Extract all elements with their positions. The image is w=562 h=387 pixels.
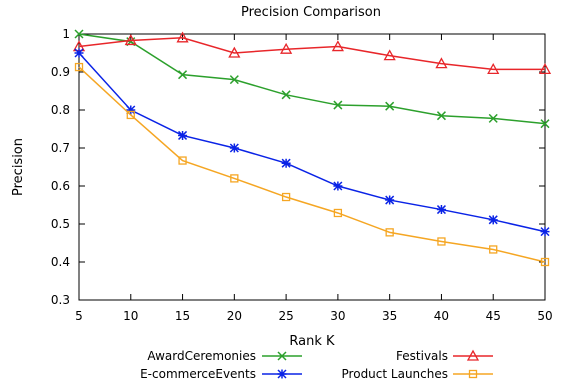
data-point: [385, 195, 395, 205]
x-tick-label: 30: [330, 309, 345, 323]
data-point: [333, 100, 343, 110]
x-tick-label: 25: [278, 309, 293, 323]
legend-item: Product Launches: [342, 367, 493, 381]
legend-marker: [277, 369, 287, 379]
data-point: [488, 113, 498, 123]
chart-title: Precision Comparison: [241, 5, 381, 20]
legend-item: Festivals: [396, 349, 493, 363]
series-line: [78, 52, 546, 233]
legend-label: AwardCeremonies: [147, 349, 256, 363]
data-point: [333, 208, 343, 218]
y-axis: 0.3 0.4 0.5 0.6 0.7 0.8 0.9 1: [51, 27, 545, 307]
data-point: [540, 119, 550, 129]
data-point: [229, 143, 239, 153]
y-tick-label: 0.5: [51, 217, 70, 231]
series-line: [78, 33, 546, 125]
data-point: [436, 111, 446, 121]
data-point: [333, 181, 343, 191]
y-tick-label: 1: [62, 27, 70, 41]
y-tick-label: 0.7: [51, 141, 70, 155]
data-point: [229, 75, 239, 85]
y-tick-label: 0.9: [51, 65, 70, 79]
x-tick-label: 5: [75, 309, 83, 323]
x-axis: 5 10 15 20 25 30 35 40 45 50: [75, 34, 553, 323]
data-point: [281, 90, 291, 100]
data-point: [126, 105, 136, 115]
data-point: [230, 174, 239, 183]
series-product-launches: [74, 62, 550, 267]
x-tick-label: 40: [434, 309, 449, 323]
data-point: [385, 101, 395, 111]
data-point: [331, 40, 344, 52]
data-point: [176, 31, 189, 43]
y-tick-label: 0.4: [51, 255, 70, 269]
series-e-commerceevents: [74, 48, 550, 237]
legend-label: Festivals: [396, 349, 448, 363]
plot-frame: [78, 33, 546, 301]
data-point: [540, 257, 550, 267]
series-layer: [72, 29, 552, 267]
data-point: [280, 42, 293, 54]
y-tick-label: 0.8: [51, 103, 70, 117]
data-point: [489, 245, 498, 254]
data-point: [178, 130, 188, 140]
series-festivals: [72, 31, 552, 74]
legend-marker: [277, 351, 287, 361]
y-tick-label: 0.6: [51, 179, 70, 193]
data-point: [124, 34, 137, 46]
data-point: [437, 237, 446, 246]
x-axis-title: Rank K: [289, 334, 335, 349]
data-point: [126, 110, 135, 120]
series-line: [78, 66, 546, 263]
y-tick-label: 0.3: [51, 293, 70, 307]
data-point: [178, 156, 187, 165]
data-point: [228, 46, 241, 58]
x-tick-label: 20: [227, 309, 242, 323]
x-tick-label: 35: [382, 309, 397, 323]
legend-label: E-commerceEvents: [140, 367, 256, 381]
legend-item: E-commerceEvents: [140, 367, 302, 381]
x-tick-label: 10: [123, 309, 138, 323]
data-point: [74, 29, 84, 39]
series-line: [78, 37, 545, 71]
x-tick-label: 45: [486, 309, 501, 323]
legend: AwardCeremonies E-commerceEvents Festivals…: [140, 349, 493, 381]
legend-item: AwardCeremonies: [147, 349, 302, 363]
data-point: [540, 227, 550, 237]
data-point: [383, 49, 396, 61]
legend-marker: [468, 369, 478, 379]
x-tick-label: 15: [175, 309, 190, 323]
data-point: [488, 215, 498, 225]
data-point: [281, 192, 291, 202]
legend-label: Product Launches: [342, 367, 448, 381]
data-point: [538, 63, 552, 74]
data-point: [385, 228, 394, 237]
data-point: [74, 48, 84, 58]
data-point: [74, 62, 84, 72]
legend-marker: [466, 349, 480, 361]
data-point: [487, 63, 500, 74]
data-point: [281, 158, 291, 168]
data-point: [435, 57, 448, 69]
series-awardceremonies: [74, 29, 550, 129]
data-point: [436, 205, 446, 215]
data-point: [178, 70, 188, 80]
x-tick-label: 50: [537, 309, 552, 323]
y-axis-title: Precision: [11, 138, 26, 196]
